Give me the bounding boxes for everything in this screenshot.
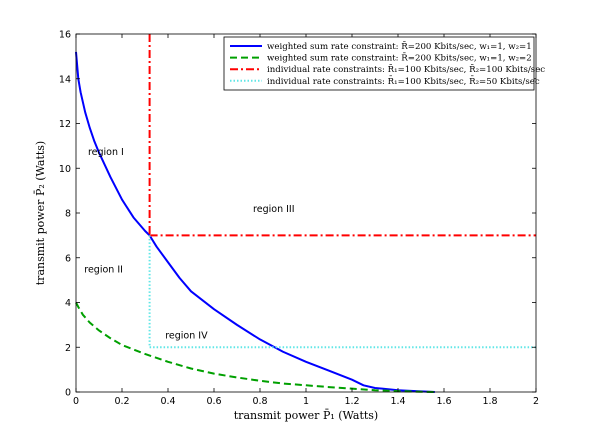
legend-entry-1: weighted sum rate constraint: R̄=200 Kbi…: [267, 40, 532, 52]
x-tick-label: 1.2: [344, 396, 359, 407]
region-label: region IV: [165, 330, 208, 341]
y-tick-label: 4: [65, 298, 71, 309]
y-tick-label: 12: [59, 119, 71, 130]
legend-entry-2: weighted sum rate constraint: R̄=200 Kbi…: [267, 52, 532, 64]
region-label: region III: [253, 204, 294, 215]
x-tick-label: 0: [73, 396, 79, 407]
y-tick-label: 2: [65, 343, 71, 354]
x-tick-label: 1.4: [390, 396, 405, 407]
legend-entry-3: individual rate constraints: R̄₁=100 Kbi…: [267, 64, 545, 76]
x-tick-label: 0.2: [114, 396, 129, 407]
y-tick-label: 14: [59, 74, 71, 85]
x-tick-label: 0.8: [252, 396, 267, 407]
legend-box: [223, 36, 535, 91]
x-tick-label: 2: [533, 396, 539, 407]
y-tick-label: 16: [59, 30, 71, 41]
y-tick-label: 10: [59, 164, 71, 175]
x-tick-label: 0.6: [206, 396, 221, 407]
axes: 0 0.2 0.4 0.6 0.8 1 1.2 1.4 1.6 1.8 2 0 2 4 6 8 10 12 14 16: [59, 30, 539, 408]
x-tick-label: 1: [303, 396, 309, 407]
x-axis-label: transmit power P̄₁ (Watts): [234, 409, 378, 422]
x-tick-label: 1.6: [436, 396, 451, 407]
series-line-1: [75, 51, 435, 393]
plot-area: region I region II region III region IV: [75, 34, 536, 393]
x-tick-label: 1.8: [482, 396, 497, 407]
legend: weighted sum rate constraint: R̄=200 Kbi…: [223, 36, 545, 91]
region-label: region II: [84, 264, 123, 275]
series-line-2: [75, 302, 435, 393]
y-axis-label: transmit power P̄₂ (Watts): [34, 141, 47, 285]
legend-entry-4: individual rate constraints: R̄₁=100 Kbi…: [267, 75, 540, 87]
y-tick-label: 0: [65, 388, 71, 399]
y-tick-label: 6: [65, 253, 71, 264]
y-tick-label: 8: [65, 209, 71, 220]
region-label: region I: [88, 147, 124, 158]
x-tick-label: 0.4: [160, 396, 175, 407]
